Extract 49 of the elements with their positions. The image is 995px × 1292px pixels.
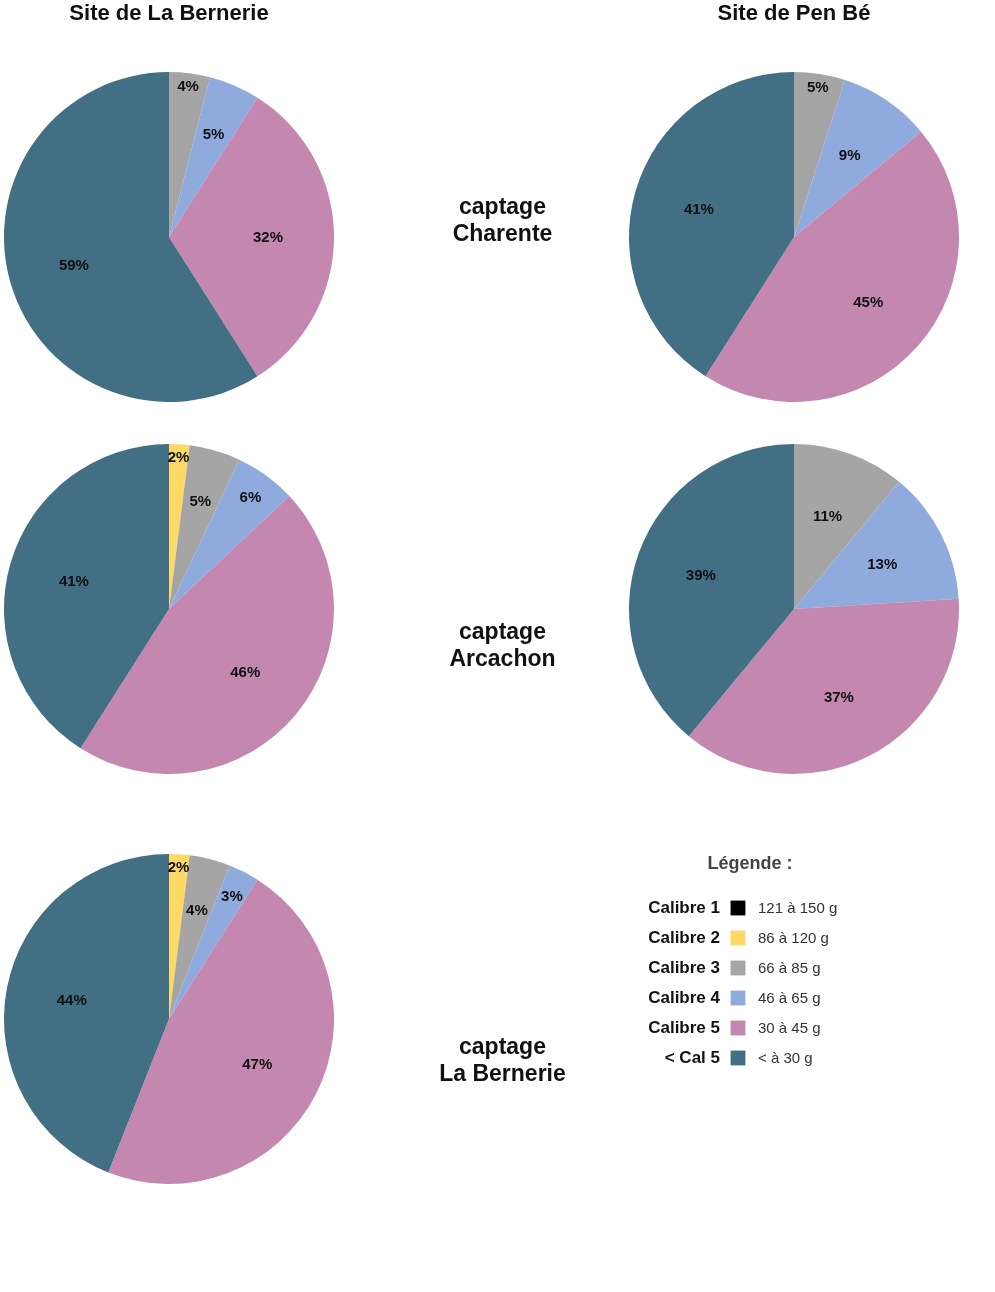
pie-slice [4, 444, 169, 749]
data-label: 5% [189, 492, 212, 510]
category-label: Calibre 1 [648, 898, 720, 917]
data-label: 4% [186, 901, 208, 919]
text: captage La Bernerie [438, 1032, 567, 1088]
pie-slice [794, 481, 959, 609]
data-label: 59% [58, 255, 89, 273]
data-label: 37% [823, 688, 854, 706]
text: 86 à 120 g [758, 929, 829, 946]
data-label: 46% [230, 663, 261, 681]
pie-slice [688, 598, 959, 774]
data-label: 41% [58, 572, 89, 590]
category-label: < Cal 5 [664, 1048, 720, 1067]
text: captage Charente [451, 192, 554, 248]
text: 121 à 150 g [758, 899, 838, 916]
pie-slice [169, 445, 240, 609]
data-label: 44% [56, 991, 87, 1009]
text: < à 30 g [758, 1049, 813, 1066]
data-label: 13% [867, 555, 898, 573]
data-label: 47% [242, 1054, 273, 1072]
pie-slice [794, 444, 900, 609]
category-label: Calibre 2 [648, 928, 720, 947]
data-label: 32% [252, 228, 284, 245]
pie-slice [629, 444, 794, 737]
chart-title: Site de La Bernerie [69, 0, 269, 25]
pie-slice [4, 854, 169, 1173]
text: captage Arcachon [448, 617, 557, 673]
category-label: Calibre 3 [648, 958, 720, 977]
legend-title: Légende : [707, 853, 793, 873]
pie-slice [108, 879, 334, 1184]
data-label: 39% [685, 566, 716, 584]
text: 30 à 45 g [758, 1019, 821, 1036]
category-label: Calibre 4 [648, 988, 721, 1007]
data-label: 4% [177, 77, 199, 95]
category-label: Calibre 5 [648, 1018, 720, 1037]
chart-title: Site de Pen Bé [717, 0, 871, 25]
data-label: 6% [239, 487, 262, 505]
text: 66 à 85 g [758, 959, 821, 976]
pie-slice [629, 72, 794, 377]
data-label: 45% [853, 293, 884, 311]
data-label: 9% [838, 146, 861, 164]
data-label: 11% [812, 506, 843, 524]
data-label: 5% [806, 78, 829, 96]
text: 46 à 65 g [758, 989, 821, 1006]
pie-slice [169, 97, 334, 377]
data-label: 3% [221, 886, 243, 904]
data-label: 41% [683, 200, 714, 218]
pie-slice [794, 80, 922, 237]
data-label: 5% [202, 125, 225, 143]
